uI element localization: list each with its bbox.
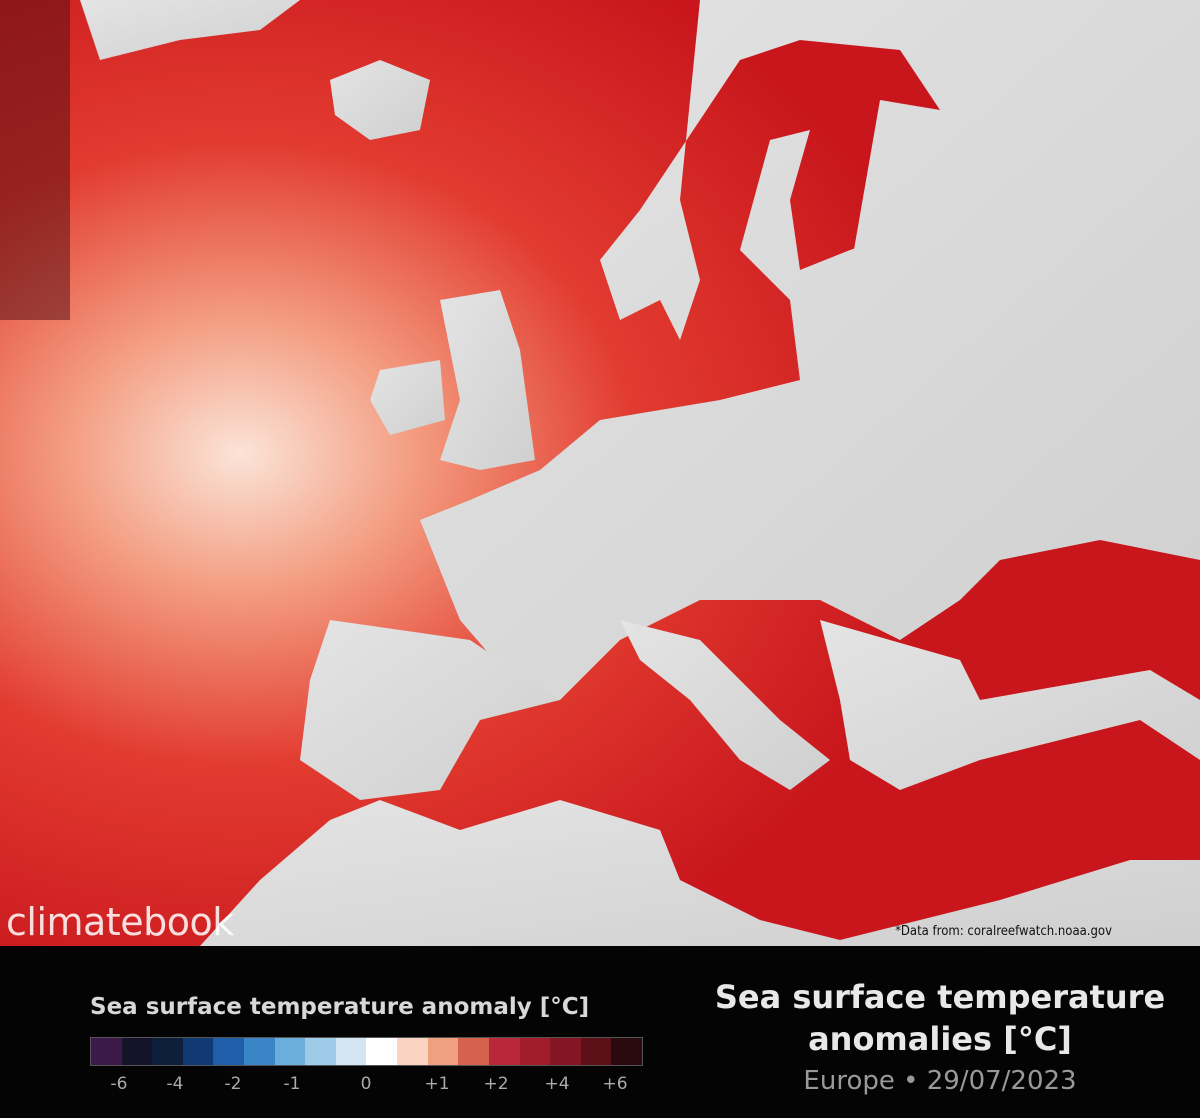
color-swatch bbox=[488, 1038, 520, 1065]
color-swatch bbox=[611, 1038, 642, 1065]
iberia bbox=[300, 620, 560, 800]
ocean-dark bbox=[0, 0, 70, 320]
europe-mainland bbox=[420, 0, 1200, 700]
color-swatch bbox=[550, 1038, 581, 1065]
greenland bbox=[80, 0, 300, 60]
color-swatch bbox=[335, 1038, 367, 1065]
legend-title: Sea surface temperature anomaly [°C] bbox=[90, 994, 590, 1020]
balkans-anatolia bbox=[820, 620, 1200, 790]
legend-label: -2 bbox=[224, 1074, 242, 1094]
color-swatch bbox=[213, 1038, 245, 1065]
north-africa bbox=[200, 800, 1200, 946]
color-swatch bbox=[397, 1038, 428, 1065]
color-swatch bbox=[274, 1038, 306, 1065]
legend-label: -6 bbox=[110, 1074, 128, 1094]
legend-label: +1 bbox=[424, 1074, 450, 1094]
legend-panel bbox=[0, 946, 1200, 1118]
color-swatch bbox=[91, 1038, 122, 1065]
map bbox=[0, 0, 1200, 946]
watermark: climatebook bbox=[6, 900, 234, 944]
title: Sea surface temperature anomalies [°C] bbox=[714, 978, 1166, 1058]
data-source: *Data from: coralreefwatch.noaa.gov bbox=[895, 924, 1112, 939]
great-britain bbox=[440, 290, 535, 470]
legend-label: +2 bbox=[483, 1074, 509, 1094]
legend-label: 0 bbox=[360, 1074, 372, 1094]
color-swatch bbox=[519, 1038, 551, 1065]
color-swatch bbox=[458, 1038, 489, 1065]
color-swatch bbox=[427, 1038, 459, 1065]
legend-label: +4 bbox=[544, 1074, 570, 1094]
color-swatch bbox=[366, 1038, 398, 1065]
subtitle: Europe • 29/07/2023 bbox=[803, 1066, 1077, 1096]
color-swatch bbox=[121, 1038, 153, 1065]
color-swatch bbox=[305, 1038, 336, 1065]
color-bar bbox=[90, 1037, 643, 1066]
color-swatch bbox=[152, 1038, 183, 1065]
legend-label: -1 bbox=[283, 1074, 301, 1094]
legend-label: +6 bbox=[602, 1074, 628, 1094]
color-swatch bbox=[244, 1038, 275, 1065]
legend-label: -4 bbox=[166, 1074, 184, 1094]
color-swatch bbox=[580, 1038, 612, 1065]
iceland bbox=[330, 60, 430, 140]
italy bbox=[620, 620, 830, 790]
color-swatch bbox=[182, 1038, 214, 1065]
ireland bbox=[370, 360, 445, 435]
